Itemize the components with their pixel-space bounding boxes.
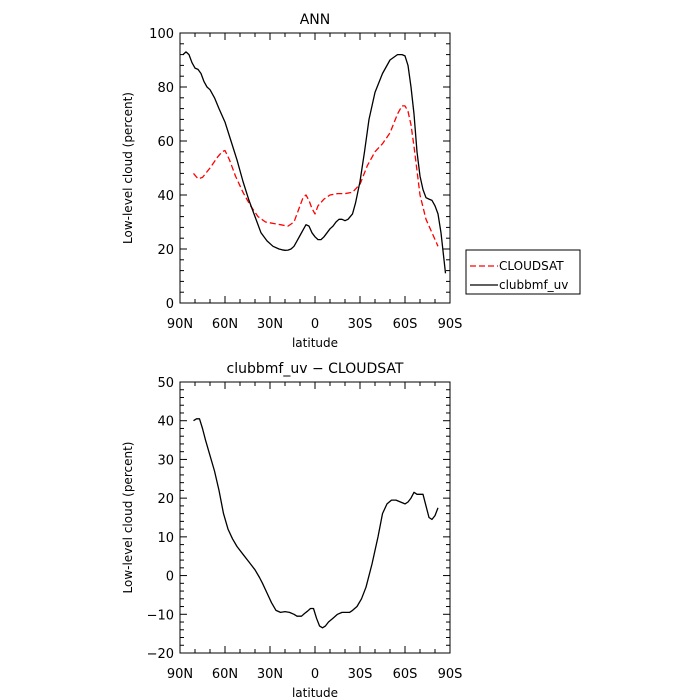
top-chart-title: ANN (300, 12, 331, 28)
x-tick-label: 0 (311, 667, 319, 682)
y-tick-label: −20 (147, 647, 174, 662)
top-chart-panel: 90N 60N 30N 0 30S 60S 90S 0 20 40 60 80 100 ANN lati… (121, 12, 462, 350)
y-tick-label: 50 (157, 376, 174, 391)
y-tick-label: 20 (157, 243, 174, 258)
y-tick-label: 30 (157, 453, 174, 468)
top-chart-legend: CLOUDSAT clubbmf_uv (465, 249, 581, 295)
y-tick-label: 80 (157, 81, 174, 96)
bottom-x-axis-label: latitude (292, 686, 338, 700)
series-line-clubbmf-uv (182, 51, 447, 274)
top-plot-frame (179, 32, 451, 304)
y-tick-label: 10 (157, 531, 174, 546)
top-x-axis-label: latitude (292, 336, 338, 350)
legend-label-clubbmf-uv: clubbmf_uv (499, 278, 568, 292)
x-tick-label: 90S (438, 317, 463, 332)
x-tick-label: 0 (311, 317, 319, 332)
y-tick-label: 0 (166, 297, 174, 312)
x-tick-label: 60N (212, 667, 238, 682)
x-tick-label: 30S (348, 667, 373, 682)
bottom-chart-marks: 90N 60N 30N 0 30S 60S 90S −20 −10 0 10 20 30 40 50 (147, 376, 463, 682)
legend-box (465, 249, 581, 295)
y-tick-label: −10 (147, 608, 174, 623)
x-tick-label: 90S (438, 667, 463, 682)
bottom-series-line-0 (193, 418, 439, 629)
y-tick-label: 0 (166, 570, 174, 585)
x-tick-label: 90N (167, 667, 193, 682)
x-tick-label: 60N (212, 317, 238, 332)
top-chart-marks: 90N 60N 30N 0 30S 60S 90S 0 20 40 60 80 100 (149, 27, 462, 332)
series-line-cloudsat (193, 105, 439, 247)
x-tick-label: 30N (257, 317, 283, 332)
bottom-chart-panel: 90N 60N 30N 0 30S 60S 90S −20 −10 0 10 20 30 40 50 clu… (121, 361, 462, 700)
bottom-chart-title: clubbmf_uv − CLOUDSAT (227, 361, 404, 377)
y-tick-label: 60 (157, 135, 174, 150)
x-tick-label: 90N (167, 317, 193, 332)
y-tick-label: 20 (157, 492, 174, 507)
bottom-plot-frame (179, 381, 451, 654)
y-tick-label: 40 (157, 415, 174, 430)
bottom-y-axis-label: Low-level cloud (percent) (121, 442, 135, 594)
x-tick-label: 30S (348, 317, 373, 332)
top-y-axis-label: Low-level cloud (percent) (121, 92, 135, 244)
y-tick-label: 40 (157, 189, 174, 204)
x-tick-label: 60S (393, 317, 418, 332)
y-tick-label: 100 (149, 27, 174, 42)
legend-label-cloudsat: CLOUDSAT (499, 259, 564, 273)
x-tick-label: 30N (257, 667, 283, 682)
x-tick-label: 60S (393, 667, 418, 682)
